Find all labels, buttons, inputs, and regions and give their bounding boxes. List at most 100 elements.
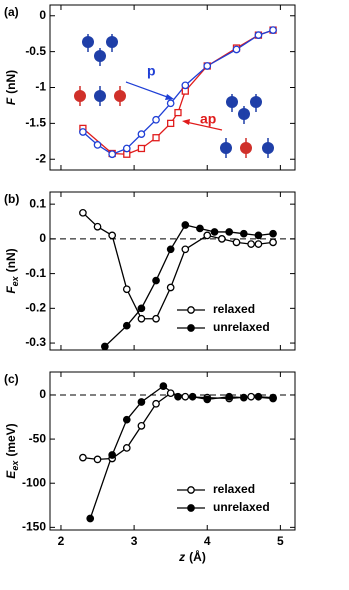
marker bbox=[137, 421, 146, 430]
y-label-unit: (nN) bbox=[4, 70, 18, 94]
marker bbox=[269, 393, 277, 402]
x-tick-label: 3 bbox=[131, 534, 138, 548]
marker bbox=[101, 342, 109, 351]
marker bbox=[254, 392, 263, 401]
y-tick-label: -100 bbox=[22, 475, 46, 489]
y-label-symbol: E bbox=[4, 470, 18, 479]
marker bbox=[225, 228, 234, 236]
marker bbox=[93, 222, 102, 231]
marker bbox=[203, 231, 212, 240]
marker bbox=[79, 453, 87, 462]
marker bbox=[188, 392, 197, 401]
marker bbox=[181, 221, 190, 229]
marker bbox=[254, 240, 263, 248]
y-tick-label: 0 bbox=[39, 387, 46, 401]
y-label-symbol: F bbox=[4, 97, 18, 105]
x-axis-label: z (Å) bbox=[178, 549, 206, 564]
marker bbox=[269, 26, 277, 34]
marker bbox=[254, 231, 263, 240]
marker bbox=[122, 285, 131, 294]
marker bbox=[203, 62, 212, 70]
y-tick-label: -150 bbox=[22, 520, 46, 534]
legend-label: unrelaxed bbox=[213, 320, 270, 334]
x-label-unit: (Å) bbox=[189, 549, 206, 564]
annotation: ap bbox=[200, 111, 216, 127]
x-tick-label: 2 bbox=[58, 534, 65, 548]
y-axis-label: Fex (nN) bbox=[4, 248, 20, 293]
marker bbox=[108, 451, 117, 459]
annotation: p bbox=[147, 63, 156, 79]
legend-label: relaxed bbox=[213, 482, 255, 496]
marker bbox=[122, 415, 131, 424]
marker bbox=[269, 229, 277, 238]
marker bbox=[166, 389, 175, 398]
y-axis-label: F (nN) bbox=[4, 70, 18, 105]
legend-label: unrelaxed bbox=[213, 500, 270, 514]
y-label-symbol: F bbox=[4, 286, 18, 294]
marker bbox=[137, 130, 146, 138]
marker bbox=[166, 99, 175, 108]
y-tick-label: -50 bbox=[29, 431, 47, 445]
y-tick-label: -0.5 bbox=[25, 44, 46, 58]
marker bbox=[152, 134, 160, 142]
marker bbox=[137, 398, 146, 406]
marker bbox=[174, 392, 182, 401]
plot-frame bbox=[49, 4, 296, 171]
y-label-sub: ex bbox=[10, 275, 20, 286]
marker bbox=[122, 444, 131, 452]
y-tick-label: -0.2 bbox=[25, 301, 46, 315]
marker bbox=[167, 119, 175, 128]
marker bbox=[93, 141, 102, 149]
marker bbox=[239, 393, 248, 402]
y-tick-label: 0 bbox=[39, 8, 46, 22]
marker bbox=[166, 283, 175, 292]
y-label-unit: (nN) bbox=[4, 248, 18, 272]
legend-marker bbox=[187, 504, 195, 512]
legend-marker bbox=[187, 324, 195, 332]
marker bbox=[254, 31, 263, 39]
marker bbox=[247, 240, 255, 248]
y-label-sub: ex bbox=[10, 460, 20, 471]
marker bbox=[137, 144, 146, 153]
marker bbox=[174, 108, 182, 117]
marker bbox=[93, 455, 102, 464]
spin-icons bbox=[74, 34, 274, 158]
marker bbox=[108, 231, 117, 240]
legend-marker bbox=[187, 486, 195, 494]
marker bbox=[239, 229, 248, 238]
series-line bbox=[89, 385, 274, 519]
y-tick-label: -2 bbox=[35, 151, 46, 165]
panel-label: (c) bbox=[4, 372, 19, 386]
marker bbox=[166, 245, 175, 254]
marker bbox=[181, 392, 190, 401]
marker bbox=[152, 314, 160, 323]
marker bbox=[79, 208, 87, 217]
y-tick-label: -0.1 bbox=[25, 266, 46, 280]
series-line bbox=[82, 392, 274, 461]
x-tick-label: 5 bbox=[277, 534, 284, 548]
marker bbox=[269, 238, 277, 247]
marker bbox=[210, 228, 219, 236]
marker bbox=[218, 235, 226, 243]
marker bbox=[247, 392, 255, 401]
plot-frame bbox=[49, 371, 296, 531]
y-label-unit: (meV) bbox=[4, 423, 18, 456]
plot-frame bbox=[49, 191, 296, 351]
marker bbox=[152, 276, 160, 285]
marker bbox=[152, 115, 160, 124]
marker bbox=[122, 321, 131, 330]
marker bbox=[108, 150, 117, 159]
marker bbox=[196, 224, 204, 233]
y-axis-label: Eex (meV) bbox=[4, 423, 20, 478]
y-tick-label: 0 bbox=[39, 231, 46, 245]
legend-marker bbox=[187, 306, 195, 314]
marker bbox=[203, 395, 212, 404]
marker bbox=[86, 514, 95, 523]
legend-label: relaxed bbox=[213, 302, 255, 316]
marker bbox=[232, 238, 241, 247]
marker bbox=[79, 128, 87, 136]
marker bbox=[225, 392, 234, 401]
y-tick-label: -1 bbox=[35, 80, 46, 94]
panel-label: (a) bbox=[4, 5, 19, 19]
marker bbox=[122, 144, 131, 153]
